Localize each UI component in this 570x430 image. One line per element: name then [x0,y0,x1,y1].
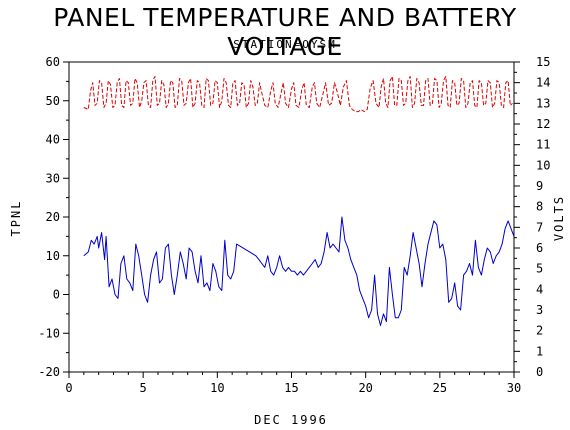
y-right-tick-label: 9 [536,179,543,193]
x-tick-label: 5 [140,381,147,395]
y-right-tick-label: 12 [536,117,550,131]
x-tick-label: 30 [507,381,521,395]
chart-subtitle: STATION=OYSM [233,38,337,51]
y-left-tick-label: 40 [46,133,60,147]
y-left-tick-label: 0 [53,288,60,302]
y-right-tick-label: 13 [536,96,550,110]
plot-frame [68,61,515,373]
series-tpnl-line [83,216,515,326]
x-tick-label: 25 [433,381,447,395]
y-right-tick-label: 5 [536,262,543,276]
y-right-tick-label: 8 [536,200,543,214]
y-right-tick-label: 2 [536,324,543,338]
y-left-tick-label: 10 [46,249,60,263]
y-left-tick-label: 20 [46,210,60,224]
y-left-tick-label: 50 [46,94,60,108]
y-right-tick-label: 6 [536,241,543,255]
y-right-tick-label: 7 [536,220,543,234]
y-right-tick-label: 1 [536,344,543,358]
y-axis-label-right: VOLTS [552,195,566,241]
x-tick-label: 20 [358,381,372,395]
x-tick-label: 10 [210,381,224,395]
y-left-tick-label: 30 [46,171,60,185]
y-right-tick-label: 11 [536,138,550,152]
x-tick-label: 0 [65,381,72,395]
y-left-tick-label: 60 [46,55,60,69]
y-left-tick-label: -10 [38,326,60,340]
axes-group: 0 5 10 15 20 25 30-20-100102030405060012345678… [38,55,550,395]
series-volts-line [83,76,513,113]
y-right-tick-label: 14 [536,76,550,90]
plot-group [83,76,515,326]
y-right-tick-label: 0 [536,365,543,379]
y-right-tick-label: 10 [536,158,550,172]
y-axis-label-left: TPNL [9,200,23,237]
y-right-tick-label: 4 [536,282,543,296]
x-axis-label: DEC 1996 [254,413,328,427]
x-tick-label: 15 [284,381,298,395]
y-right-tick-label: 15 [536,55,550,69]
y-left-tick-label: -20 [38,365,60,379]
chart-title: PANEL TEMPERATURE AND BATTERY VOLTAGE [53,3,517,61]
y-right-tick-label: 3 [536,303,543,317]
